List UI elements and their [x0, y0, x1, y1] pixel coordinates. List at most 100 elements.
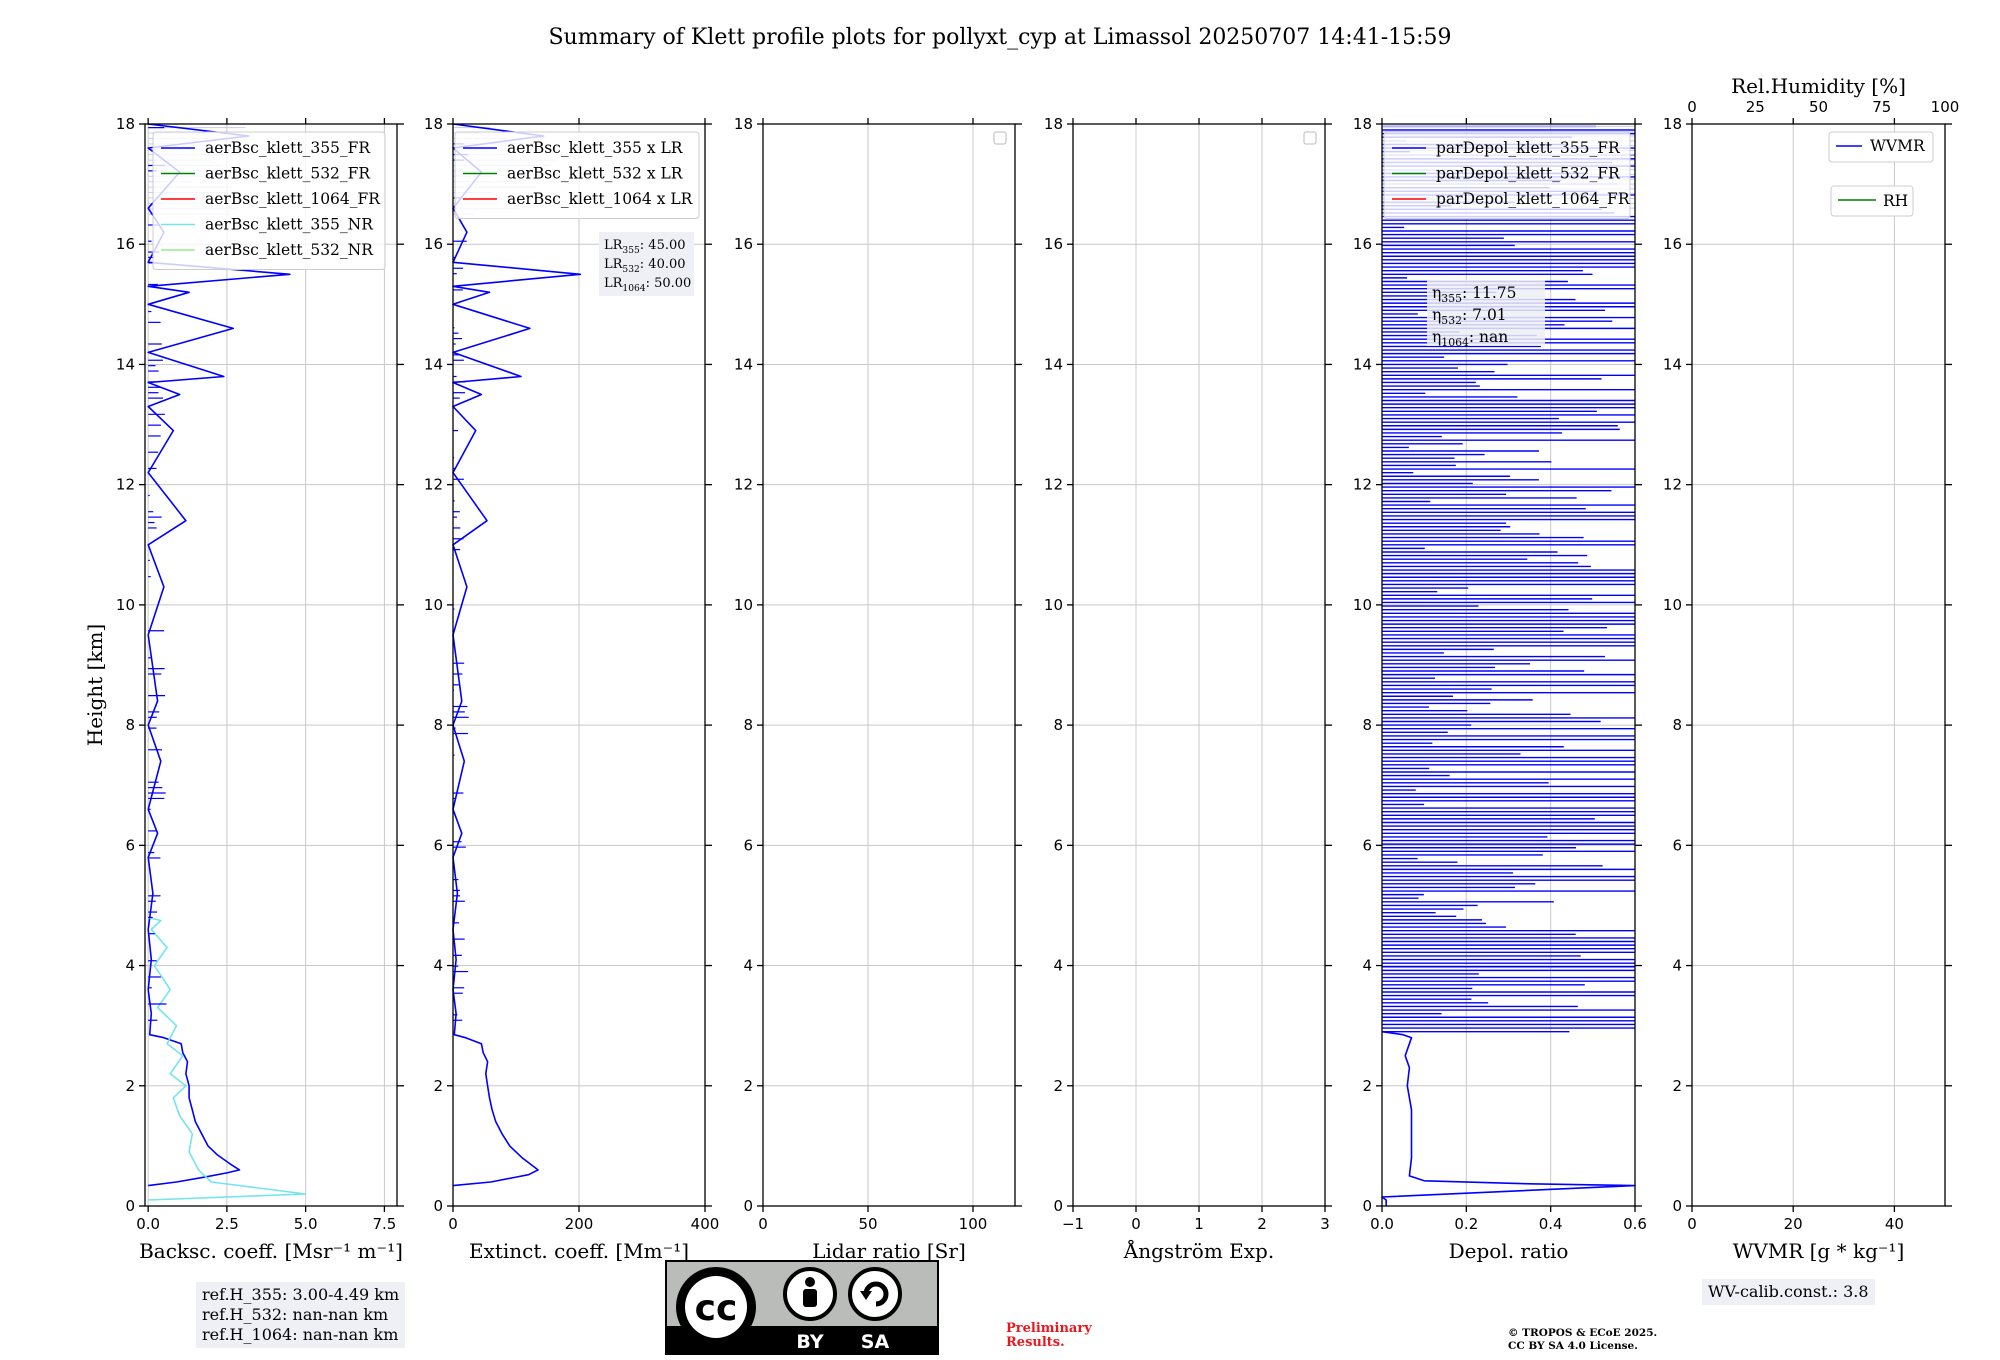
panel-extinction: 0246810121416180 200 400Extinct. coeff. [M… — [424, 115, 719, 1263]
legend-label: aerBsc_klett_1064 x LR — [507, 190, 694, 208]
legend-backscatter: aerBsc_klett_355_FR aerBsc_klett_532_FRae… — [153, 132, 385, 270]
y-axis-label: Height [km] — [83, 624, 107, 746]
x-tick-label: 50 — [858, 1215, 877, 1233]
y-tick-label: 4 — [1053, 957, 1063, 975]
y-tick-label: 16 — [1044, 235, 1063, 253]
legend-label: WVMR — [1870, 137, 1926, 155]
y-tick-label: 4 — [743, 957, 753, 975]
top-x-tick-label: 25 — [1746, 98, 1765, 116]
x-axis-label-backscatter: Backsc. coeff. [Msr⁻¹ m⁻¹] — [139, 1239, 403, 1263]
y-tick-label: 6 — [125, 836, 135, 854]
y-tick-label: 2 — [743, 1077, 753, 1095]
legend-label: aerBsc_klett_532 x LR — [507, 165, 684, 183]
reference-height-box: ref.H_355: 3.00-4.49 km ref.H_532: nan-n… — [196, 1282, 405, 1348]
top-x-tick-label: 50 — [1809, 98, 1828, 116]
panel-wvmr: 0246810121416180 20 40WVMR [g * kg⁻¹]0 25 50… — [1663, 74, 1959, 1263]
profile-spikes — [453, 138, 469, 1020]
y-tick-label: 8 — [743, 716, 753, 734]
x-tick-label: 0.6 — [1623, 1215, 1647, 1233]
x-tick-label: 200 — [565, 1215, 594, 1233]
y-tick-label: 12 — [734, 476, 753, 494]
x-tick-label: 7.5 — [372, 1215, 396, 1233]
ref-height-532: ref.H_532: nan-nan km — [202, 1305, 399, 1325]
series-line-aerBsc_klett_355 x LR — [453, 124, 580, 1186]
x-tick-label: 1 — [1194, 1215, 1204, 1233]
y-tick-label: 18 — [1044, 115, 1063, 133]
y-tick-label: 16 — [1353, 235, 1372, 253]
y-tick-label: 10 — [116, 596, 135, 614]
y-tick-label: 18 — [424, 115, 443, 133]
legend-label: aerBsc_klett_1064_FR — [205, 190, 381, 208]
x-tick-label: 400 — [691, 1215, 720, 1233]
x-tick-label: 0.4 — [1539, 1215, 1563, 1233]
y-tick-label: 2 — [1362, 1077, 1372, 1095]
panel-backscatter: 0 2 4 6 8 10 12 14 16 18 0.0 2.5 5.0 7.5 Backsc. coeff… — [116, 115, 404, 1263]
y-tick-label: 16 — [734, 235, 753, 253]
x-tick-label: −1 — [1062, 1215, 1084, 1233]
legend-depol: parDepol_klett_355_FRparDepol_klett_532_… — [1384, 132, 1631, 219]
y-tick-label: 10 — [734, 596, 753, 614]
y-tick-label: 4 — [433, 957, 443, 975]
x-axis-label-wvmr: WVMR [g * kg⁻¹] — [1733, 1239, 1905, 1263]
y-tick-label: 12 — [424, 476, 443, 494]
depol-spike-lines — [1382, 126, 1635, 1031]
x-tick-label: 0.0 — [136, 1215, 160, 1233]
y-tick-label: 10 — [1353, 596, 1372, 614]
legend-label: aerBsc_klett_532_NR — [205, 241, 374, 259]
x-tick-label: 100 — [959, 1215, 988, 1233]
y-tick-label: 14 — [1044, 355, 1063, 373]
y-tick-label: 2 — [1053, 1077, 1063, 1095]
x-axis-label-angstrom: Ångström Exp. — [1123, 1238, 1274, 1263]
y-tick-label: 8 — [1362, 716, 1372, 734]
preliminary-results-note: Preliminary Results. — [1006, 1322, 1092, 1350]
y-tick-label: 16 — [116, 235, 135, 253]
y-tick-label: 0 — [1053, 1197, 1063, 1215]
y-tick-label: 6 — [1053, 836, 1063, 854]
y-tick-label: 14 — [1353, 355, 1372, 373]
legend-label: aerBsc_klett_355_NR — [205, 216, 374, 234]
y-tick-label: 0 — [743, 1197, 753, 1215]
top-x-tick-label: 75 — [1872, 98, 1891, 116]
empty-legend-box — [994, 132, 1006, 144]
y-tick-label: 10 — [424, 596, 443, 614]
legend-label: parDepol_klett_532_FR — [1436, 165, 1621, 183]
series-line-aerBsc_klett_355_FR — [148, 124, 290, 1186]
figure-title: Summary of Klett profile plots for polly… — [548, 25, 1451, 50]
y-tick-label: 8 — [1053, 716, 1063, 734]
legend-label: RH — [1883, 192, 1908, 210]
panel-lidar-ratio: 0 2 4 6 8 10 12 14 16 18 0 50 100 Lidar ratio [Sr] — [734, 115, 1022, 1263]
y-tick-label: 0 — [1672, 1197, 1682, 1215]
copyright-line-1: © TROPOS & ECoE 2025. — [1508, 1327, 1657, 1340]
x-tick-label: 2.5 — [215, 1215, 239, 1233]
y-tick-label: 10 — [1663, 596, 1682, 614]
cc-by-label: BY — [796, 1331, 823, 1353]
wv-calibration-constant: WV-calib.const.: 3.8 — [1708, 1282, 1869, 1302]
wv-calibration-box: WV-calib.const.: 3.8 — [1702, 1279, 1875, 1305]
x-axis-label-extinction: Extinct. coeff. [Mm⁻¹] — [469, 1239, 689, 1263]
y-tick-label: 14 — [1663, 355, 1682, 373]
x-tick-label: 0 — [758, 1215, 768, 1233]
y-tick-label: 18 — [1663, 115, 1682, 133]
x-tick-label: 5.0 — [294, 1215, 318, 1233]
y-tick-label: 6 — [743, 836, 753, 854]
legend-label: aerBsc_klett_532_FR — [205, 165, 371, 183]
cc-license-badge[interactable]: cc BY SA — [666, 1261, 938, 1354]
by-head-shape — [805, 1277, 815, 1287]
figure-canvas: Summary of Klett profile plots for polly… — [0, 0, 2000, 1360]
cc-sa-label: SA — [861, 1331, 890, 1353]
y-tick-label: 2 — [125, 1077, 135, 1095]
y-tick-label: 16 — [1663, 235, 1682, 253]
y-tick-label: 2 — [433, 1077, 443, 1095]
panel-depol: 0 2 4 6 8 10 12 14 16 18 0.0 0.2 0.4 0.6 Depol. ratio p… — [1353, 115, 1647, 1263]
top-x-tick-label: 100 — [1931, 98, 1960, 116]
y-tick-label: 18 — [734, 115, 753, 133]
cc-logo-text: cc — [695, 1288, 738, 1329]
x-tick-label: 0.0 — [1370, 1215, 1394, 1233]
y-tick-label: 18 — [1353, 115, 1372, 133]
y-tick-label: 14 — [424, 355, 443, 373]
y-tick-label: 0 — [433, 1197, 443, 1215]
y-tick-label: 12 — [1663, 476, 1682, 494]
x-tick-label: 0 — [1131, 1215, 1141, 1233]
